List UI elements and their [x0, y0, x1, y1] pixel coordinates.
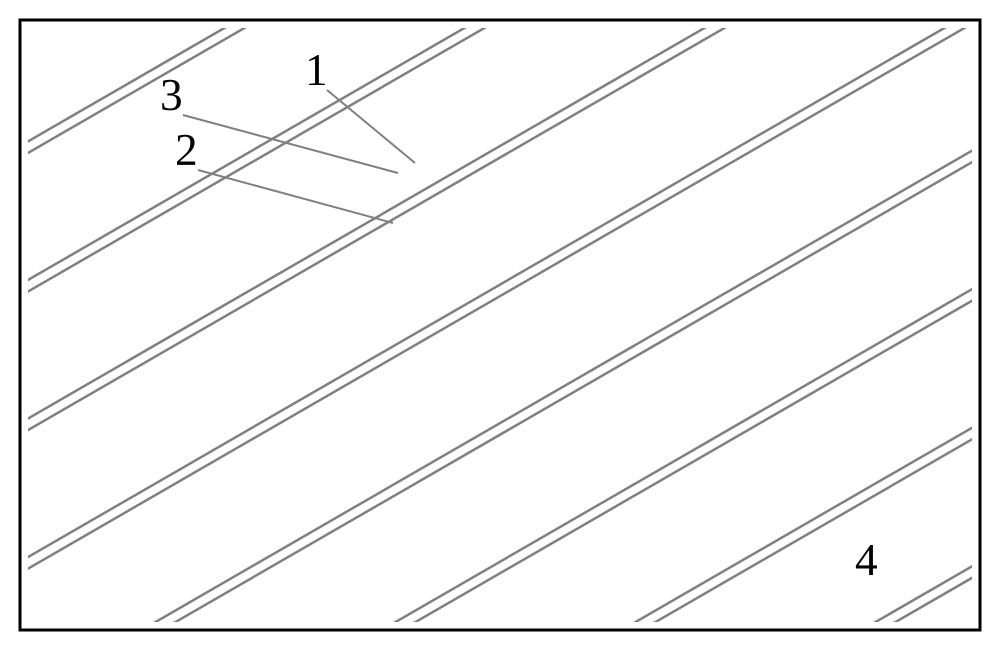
- callout-label-3: 3: [160, 70, 183, 120]
- callout-label-1: 1: [305, 45, 328, 95]
- canvas-bg: [0, 0, 1000, 650]
- diagram-stage: 1 32 4: [0, 0, 1000, 650]
- callout-label-2: 2: [175, 125, 198, 175]
- callout-label-4: 4: [855, 535, 878, 585]
- diagram-svg: 1 32 4: [0, 0, 1000, 650]
